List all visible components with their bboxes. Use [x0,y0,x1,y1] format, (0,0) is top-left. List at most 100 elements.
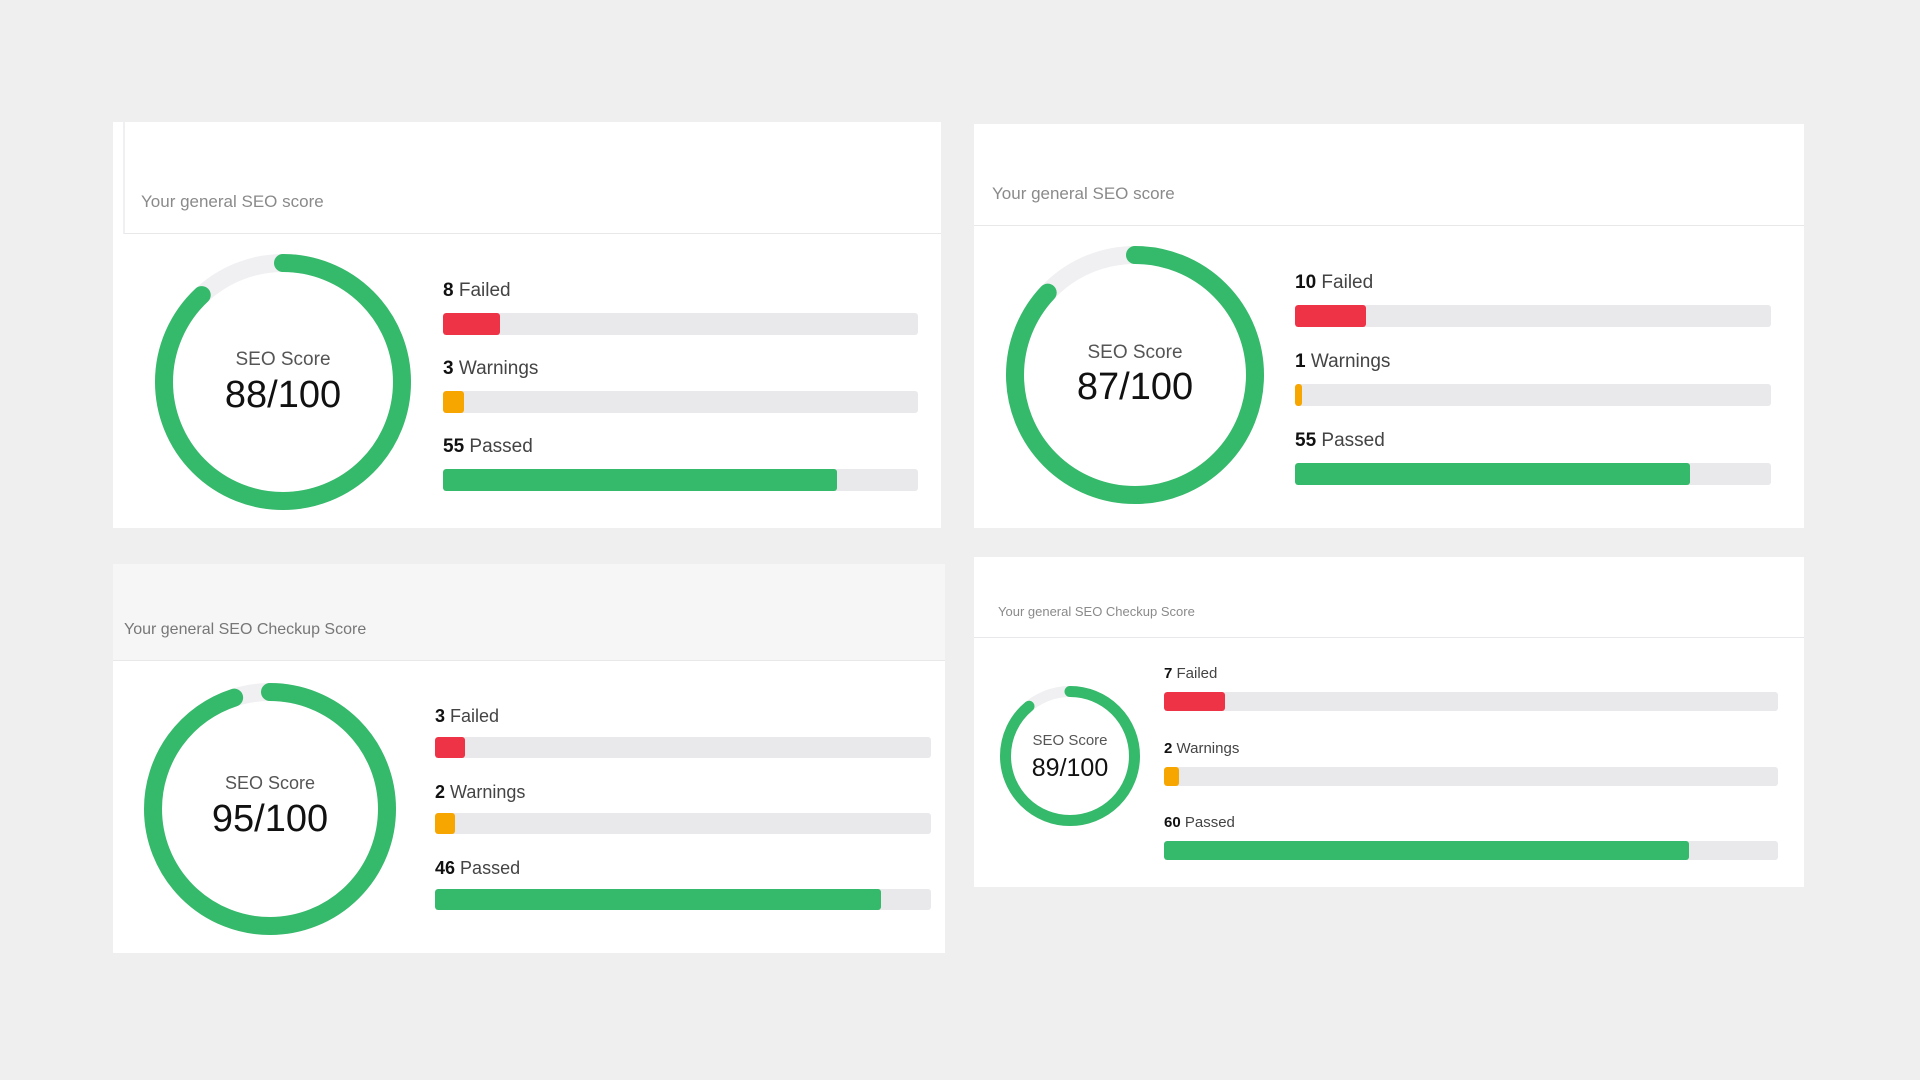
warnings-bar-fill [1295,384,1303,406]
score-value: 88/100 [224,374,342,416]
metric-warnings: 2 Warnings [435,782,931,842]
metric-label: 10 Failed [1295,272,1373,294]
metric-label: 2 Warnings [1164,740,1239,757]
gauge-label: SEO Score [235,349,331,370]
passed-bar-fill [1164,841,1689,860]
gauge-arc [1006,246,1264,504]
passed-label: Passed [469,436,533,457]
seo-score-gauge: SEO Score 87/100 [1004,244,1266,506]
seo-score-card: Your general SEO score SEO Score 87/100 … [974,124,1804,528]
metric-passed: 46 Passed [435,858,931,918]
failed-label: Failed [1176,665,1218,682]
passed-label: Passed [1321,430,1385,451]
metric-label: 3 Warnings [443,358,538,380]
metric-label: 2 Warnings [435,782,525,803]
seo-score-card: Your general SEO score SEO Score 88/100 … [113,122,941,528]
card-title: Your general SEO Checkup Score [998,604,1195,619]
gauge-label: SEO Score [1087,342,1183,363]
card-header [113,564,945,661]
passed-label: Passed [1184,814,1235,831]
metric-failed: 7 Failed [1164,665,1778,715]
failed-count: 7 [1164,665,1173,682]
seo-score-gauge: SEO Score 89/100 [998,684,1142,828]
passed-count: 60 [1164,814,1181,831]
warnings-count: 2 [435,782,446,802]
seo-score-card: Your general SEO Checkup Score SEO Score… [113,564,945,953]
warnings-bar-fill [443,391,465,413]
score-value: 95/100 [211,798,329,840]
warnings-bar-track [443,391,918,413]
metric-label: 1 Warnings [1295,351,1390,373]
passed-count: 55 [1295,430,1317,451]
passed-bar-track [443,469,918,491]
gauge-ring [1006,246,1264,504]
metric-passed: 55 Passed [443,436,918,496]
gauge-ring [144,683,396,935]
metric-label: 3 Failed [435,706,499,727]
passed-bar-fill [1295,463,1691,485]
passed-bar-track [435,889,931,910]
failed-bar-track [1295,305,1771,327]
failed-count: 10 [1295,272,1317,293]
failed-bar-fill [443,313,500,335]
card-title: Your general SEO score [992,184,1175,203]
gauge-arc [155,254,411,510]
passed-count: 55 [443,436,465,457]
card-title: Your general SEO score [141,192,324,211]
warnings-count: 3 [443,358,454,379]
gauge-ring [1000,686,1140,826]
warnings-label: Warnings [450,782,526,802]
card-header [123,122,941,234]
gauge-label: SEO Score [224,773,316,793]
card-header [974,124,1804,226]
metric-label: 46 Passed [435,858,520,879]
metric-failed: 3 Failed [435,706,931,766]
seo-score-gauge: SEO Score 88/100 [153,252,413,512]
metric-label: 55 Passed [1295,430,1385,452]
metric-warnings: 2 Warnings [1164,740,1778,790]
metric-label: 60 Passed [1164,814,1235,831]
failed-bar-fill [1295,305,1367,327]
failed-label: Failed [458,280,511,301]
passed-bar-fill [435,889,882,910]
gauge-label: SEO Score [1032,732,1108,749]
warnings-label: Warnings [1310,351,1391,372]
failed-count: 8 [443,280,454,301]
gauge-arc [144,683,396,935]
card-title: Your general SEO Checkup Score [124,621,367,638]
metric-failed: 10 Failed [1295,272,1771,332]
failed-count: 3 [435,706,446,726]
passed-count: 46 [435,858,456,878]
failed-label: Failed [1321,272,1374,293]
seo-score-card: Your general SEO Checkup Score SEO Score… [974,557,1804,887]
failed-bar-fill [1164,692,1226,711]
warnings-count: 2 [1164,740,1173,757]
failed-bar-track [443,313,918,335]
score-value: 87/100 [1076,366,1194,408]
score-value: 89/100 [1031,754,1109,782]
passed-label: Passed [460,858,521,878]
passed-bar-track [1164,841,1778,860]
metric-warnings: 1 Warnings [1295,351,1771,411]
warnings-bar-track [435,813,931,834]
warnings-bar-fill [435,813,455,834]
warnings-bar-fill [1164,767,1180,786]
metric-passed: 55 Passed [1295,430,1771,490]
metric-passed: 60 Passed [1164,814,1778,864]
failed-bar-fill [435,737,465,758]
metric-label: 8 Failed [443,280,511,302]
seo-score-gauge: SEO Score 95/100 [142,681,398,937]
warnings-label: Warnings [458,358,539,379]
metric-failed: 8 Failed [443,280,918,340]
warnings-count: 1 [1295,351,1306,372]
card-header [974,557,1804,638]
gauge-ring [155,254,411,510]
passed-bar-track [1295,463,1771,485]
passed-bar-fill [443,469,838,491]
warnings-bar-track [1295,384,1771,406]
gauge-arc [1000,686,1140,826]
warnings-label: Warnings [1176,740,1240,757]
metric-warnings: 3 Warnings [443,358,918,418]
failed-bar-track [1164,692,1778,711]
metric-label: 55 Passed [443,436,533,458]
